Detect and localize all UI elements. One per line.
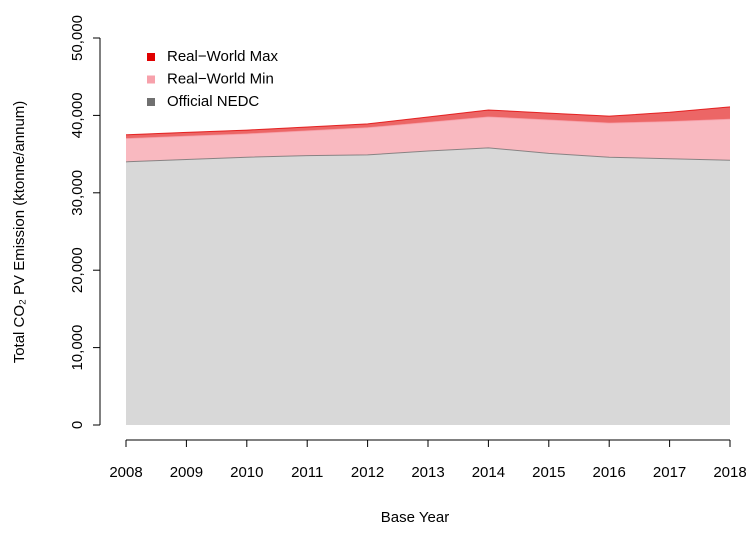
area-edge [125,106,731,136]
legend-label: Official NEDC [167,93,259,110]
area-underlay [126,147,730,425]
y-tick-label: 30,000 [69,170,86,216]
x-tick-label: 2014 [472,464,505,481]
x-tick-label: 2017 [653,464,686,481]
y-tick-label: 40,000 [69,92,86,138]
y-tick-label: 20,000 [69,247,86,293]
x-tick-label: 2015 [532,464,565,481]
y-axis-label: Total CO₂ PV Emission (ktonne/annum) [11,101,28,364]
x-tick-label: 2012 [351,464,384,481]
x-tick-label: 2008 [109,464,142,481]
x-tick-label: 2016 [593,464,626,481]
x-tick-label: 2013 [411,464,444,481]
area [126,147,730,425]
legend-label: Real−World Min [167,70,274,87]
x-tick-label: 2011 [291,464,323,481]
y-tick-label: 0 [69,421,86,429]
y-tick-label: 10,000 [69,325,86,371]
legend-swatch [147,53,155,61]
legend-label: Real−World Max [167,48,279,65]
legend-swatch [147,75,155,84]
area-edge [125,147,731,163]
legend-swatch [147,98,155,106]
x-tick-label: 2010 [230,464,263,481]
x-tick-label: 2009 [170,464,203,481]
y-tick-label: 50,000 [69,15,86,61]
x-axis-label: Base Year [381,509,449,526]
x-tick-label: 2018 [713,464,746,481]
area-edge [125,116,731,140]
